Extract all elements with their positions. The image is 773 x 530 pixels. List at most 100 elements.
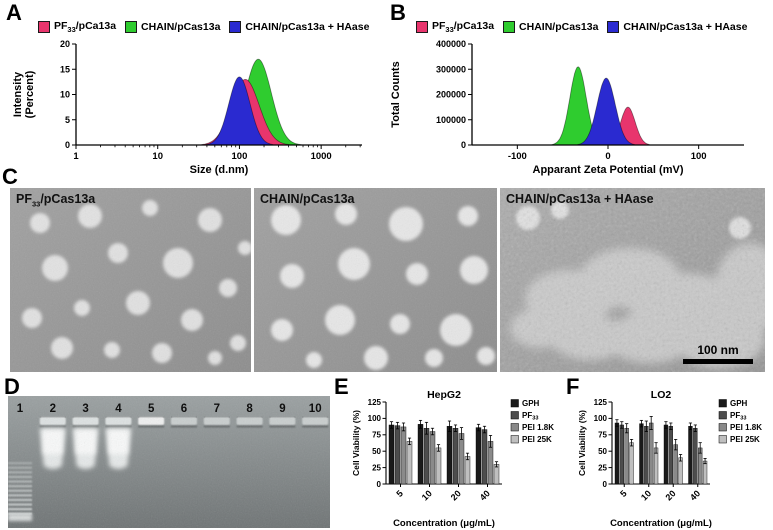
- svg-text:(Percent): (Percent): [24, 70, 36, 118]
- svg-text:PEI 1.8K: PEI 1.8K: [730, 423, 762, 432]
- svg-text:LO2: LO2: [651, 389, 672, 401]
- svg-text:Total Counts: Total Counts: [390, 61, 402, 127]
- svg-text:GPH: GPH: [730, 399, 748, 408]
- legend-item: CHAIN/pCas13a + HAase: [229, 21, 370, 34]
- svg-text:125: 125: [368, 398, 382, 407]
- panel-label-c: C: [2, 164, 18, 189]
- svg-text:PEI 25K: PEI 25K: [522, 435, 552, 444]
- svg-text:5: 5: [394, 488, 405, 499]
- svg-text:PF33: PF33: [522, 411, 538, 422]
- panel-label-d: D: [4, 374, 20, 399]
- svg-text:25: 25: [598, 463, 607, 472]
- svg-text:50: 50: [598, 447, 607, 456]
- svg-text:-100: -100: [508, 151, 527, 162]
- scale-bar: 100 nm: [683, 343, 753, 364]
- svg-text:10: 10: [420, 488, 434, 502]
- legend-color-swatch: [607, 21, 620, 34]
- svg-text:125: 125: [594, 398, 608, 407]
- svg-text:1000: 1000: [311, 151, 332, 162]
- legend-label: CHAIN/pCas13a + HAase: [623, 21, 748, 34]
- svg-text:5: 5: [618, 488, 629, 499]
- svg-text:75: 75: [598, 431, 607, 440]
- legend-label: CHAIN/pCas13a: [141, 21, 221, 34]
- svg-text:200000: 200000: [436, 90, 466, 100]
- svg-text:100: 100: [232, 151, 248, 162]
- svg-text:PEI 1.8K: PEI 1.8K: [522, 423, 554, 432]
- tem-micrograph-2: [254, 188, 497, 372]
- svg-text:0: 0: [377, 480, 382, 489]
- panel-label-b: B: [390, 0, 406, 25]
- panel-label-e: E: [334, 374, 349, 399]
- svg-text:HepG2: HepG2: [427, 389, 461, 401]
- svg-text:0: 0: [461, 140, 466, 150]
- svg-text:40: 40: [478, 488, 492, 502]
- svg-text:15: 15: [60, 64, 70, 74]
- legend-color-swatch: [229, 21, 242, 34]
- svg-text:1: 1: [73, 151, 79, 162]
- legend-item: CHAIN/pCas13a: [125, 21, 221, 34]
- hepg2-viability-chart: 0 25 50 75 100 125 HepG2 5 10 20 40 Concentration (…: [351, 389, 554, 529]
- svg-text:100: 100: [368, 414, 382, 423]
- svg-text:20: 20: [60, 39, 70, 49]
- legend-label: CHAIN/pCas13a + HAase: [245, 21, 370, 34]
- legend-color-swatch: [503, 21, 516, 34]
- svg-text:75: 75: [372, 431, 381, 440]
- svg-text:50: 50: [372, 447, 381, 456]
- legend-label: PF33/pCa13a: [54, 20, 117, 35]
- svg-text:Concentration (μg/mL): Concentration (μg/mL): [393, 518, 495, 529]
- zeta-chart-legend: PF33/pCa13a CHAIN/pCas13a CHAIN/pCas13a + …: [416, 20, 747, 34]
- tem-image-chain: CHAIN/pCas13a: [254, 188, 497, 372]
- svg-text:Cell Viability (%): Cell Viability (%): [577, 410, 587, 476]
- svg-text:10: 10: [639, 488, 653, 502]
- svg-text:PEI 25K: PEI 25K: [730, 435, 760, 444]
- size-chart-legend: PF33/pCa13a CHAIN/pCas13a CHAIN/pCas13a + …: [38, 20, 369, 34]
- size-distribution-chart: 0 5 10 15 20 1 10 100 1000 Size (d.nm) Intensity (P…: [12, 39, 362, 176]
- legend-label: PF33/pCa13a: [432, 20, 495, 35]
- legend-item: CHAIN/pCas13a: [503, 21, 599, 34]
- panel-label-a: A: [6, 0, 22, 25]
- legend-color-swatch: [38, 21, 50, 34]
- panel-label-f: F: [566, 374, 580, 399]
- scale-bar-line: [683, 359, 753, 364]
- lo2-viability-chart: 0 25 50 75 100 125 LO2 5 10 20 40 Concentration (μg…: [577, 389, 762, 529]
- svg-text:Concentration (μg/mL): Concentration (μg/mL): [610, 518, 712, 529]
- svg-text:Apparant Zeta Potential (mV): Apparant Zeta Potential (mV): [533, 164, 684, 176]
- legend-item: CHAIN/pCas13a + HAase: [607, 21, 748, 34]
- svg-text:20: 20: [449, 488, 463, 502]
- svg-text:100: 100: [691, 151, 707, 162]
- tem-image-pf33: PF33/pCas13a: [10, 188, 251, 372]
- svg-text:10: 10: [60, 90, 70, 100]
- tem-image-chain-haase: CHAIN/pCas13a + HAase 100 nm: [500, 188, 765, 372]
- svg-text:Cell Viability (%): Cell Viability (%): [351, 410, 361, 476]
- svg-text:Size (d.nm): Size (d.nm): [190, 164, 249, 176]
- svg-text:Intensity: Intensity: [12, 71, 24, 117]
- svg-text:5: 5: [65, 115, 70, 125]
- svg-text:100: 100: [594, 414, 608, 423]
- zeta-potential-chart: 0 100000 200000 300000 400000 -100 0 100 Apparan…: [390, 39, 744, 176]
- legend-item: PF33/pCa13a: [416, 20, 494, 34]
- scale-bar-label: 100 nm: [697, 343, 739, 357]
- svg-text:0: 0: [605, 151, 610, 162]
- svg-text:10: 10: [152, 151, 163, 162]
- svg-text:0: 0: [65, 140, 70, 150]
- svg-text:40: 40: [688, 488, 702, 502]
- svg-text:400000: 400000: [436, 39, 466, 49]
- svg-text:20: 20: [664, 488, 678, 502]
- tem-micrograph-3: [500, 188, 765, 372]
- tem-label-chain-haase: CHAIN/pCas13a + HAase: [506, 192, 654, 206]
- svg-text:25: 25: [372, 463, 381, 472]
- legend-item: PF33/pCa13a: [38, 20, 116, 34]
- legend-label: CHAIN/pCas13a: [519, 21, 599, 34]
- svg-text:0: 0: [603, 480, 608, 489]
- tem-label-pf33: PF33/pCas13a: [16, 192, 96, 209]
- svg-text:100000: 100000: [436, 115, 466, 125]
- svg-text:GPH: GPH: [522, 399, 540, 408]
- legend-color-swatch: [125, 21, 138, 34]
- svg-text:PF33: PF33: [730, 411, 746, 422]
- gel-electrophoresis-image: 12345678910: [8, 396, 330, 528]
- tem-micrograph-1: [10, 188, 251, 372]
- tem-label-chain: CHAIN/pCas13a: [260, 192, 355, 206]
- svg-text:300000: 300000: [436, 64, 466, 74]
- legend-color-swatch: [416, 21, 428, 34]
